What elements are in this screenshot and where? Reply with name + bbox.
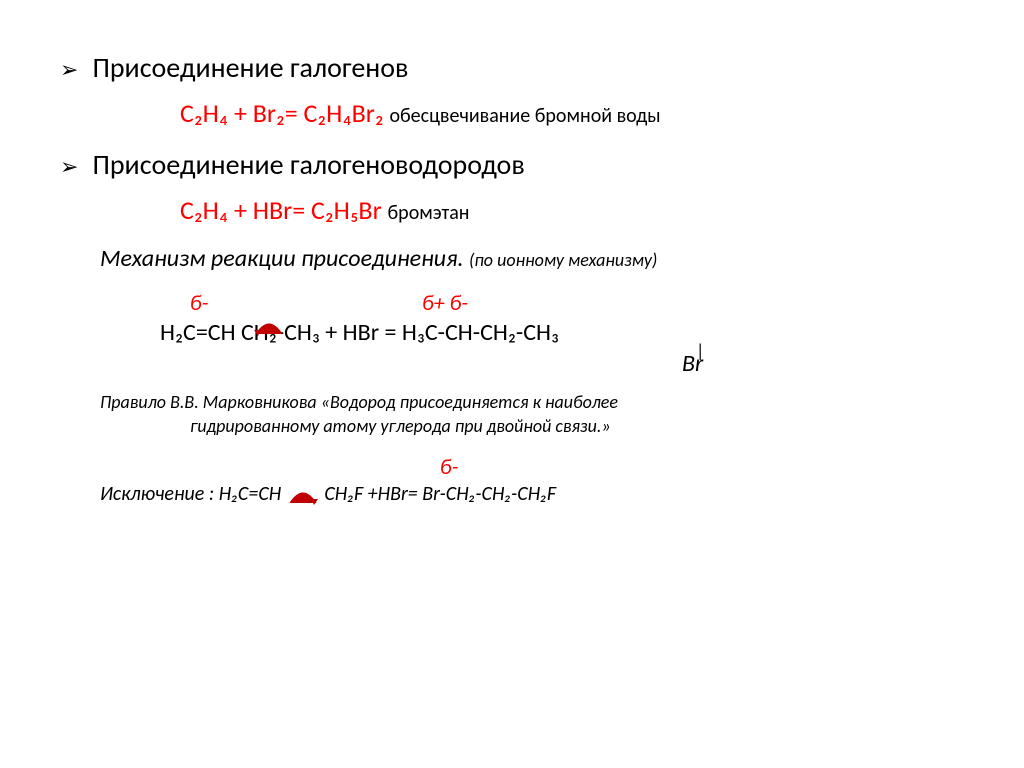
main-reaction: Н₂С=СН СН₂-СН₃ + НBr = H₃C-CH-CH₂-CH₃	[160, 318, 964, 347]
heading-halogens: Присоединение галогенов	[92, 50, 408, 85]
exception-prefix: Исключение : Н₂С=СН	[100, 482, 281, 506]
mechanism-title: Механизм реакции присоединения.	[100, 244, 464, 273]
exception-suffix: СН₂F +HBr= Br-CH₂-CH₂-CH₂F	[324, 482, 556, 506]
branch-label: Br	[682, 352, 964, 376]
bullet-arrow-icon: ➢	[60, 57, 78, 83]
mechanism-note: (по ионному механизму)	[469, 249, 657, 271]
equation-halogen: С₂Н₄ + Br₂= C₂H₄Br₂ обесцвечивание бромн…	[180, 97, 964, 129]
equation-hbr: С₂Н₄ + НBr= C₂H₅Br бромэтан	[180, 194, 964, 226]
rule-line-1: Правило В.В. Марковникова «Водород присо…	[100, 391, 618, 413]
equation-halogen-formula: С₂Н₄ + Br₂= C₂H₄Br₂	[180, 97, 384, 129]
exception-charge: ϭ-	[440, 453, 964, 480]
bullet-arrow-icon: ➢	[60, 154, 78, 180]
equation-hbr-note: бромэтан	[388, 201, 470, 225]
charge-left: ϭ-	[190, 289, 208, 316]
equation-hbr-formula: С₂Н₄ + НBr= C₂H₅Br	[180, 194, 382, 226]
equation-halogen-note: обесцвечивание бромной воды	[389, 104, 660, 128]
markovnikov-rule: Правило В.В. Марковникова «Водород присо…	[100, 390, 964, 439]
exception-line: Исключение : Н₂С=СН СН₂F +HBr= Br-CH₂-CH…	[100, 482, 964, 506]
bullet-halogens: ➢ Присоединение галогенов	[60, 50, 964, 85]
heading-hydrogen-halides: Присоединение галогеноводородов	[92, 147, 524, 182]
curved-arrow-icon	[252, 312, 286, 341]
curved-arrow-icon	[286, 484, 325, 508]
bullet-hydrogen-halides: ➢ Присоединение галогеноводородов	[60, 147, 964, 182]
rule-line-2: гидрированному атому углерода при двойно…	[190, 414, 924, 438]
charge-row: ϭ- ϭ+ ϭ-	[190, 289, 964, 316]
mechanism-title-line: Механизм реакции присоединения. (по ионн…	[100, 244, 964, 273]
charge-right: ϭ+ ϭ-	[422, 289, 468, 316]
main-reaction-text: Н₂С=СН СН₂-СН₃ + НBr = H₃C-CH-CH₂-CH₃	[160, 318, 559, 347]
